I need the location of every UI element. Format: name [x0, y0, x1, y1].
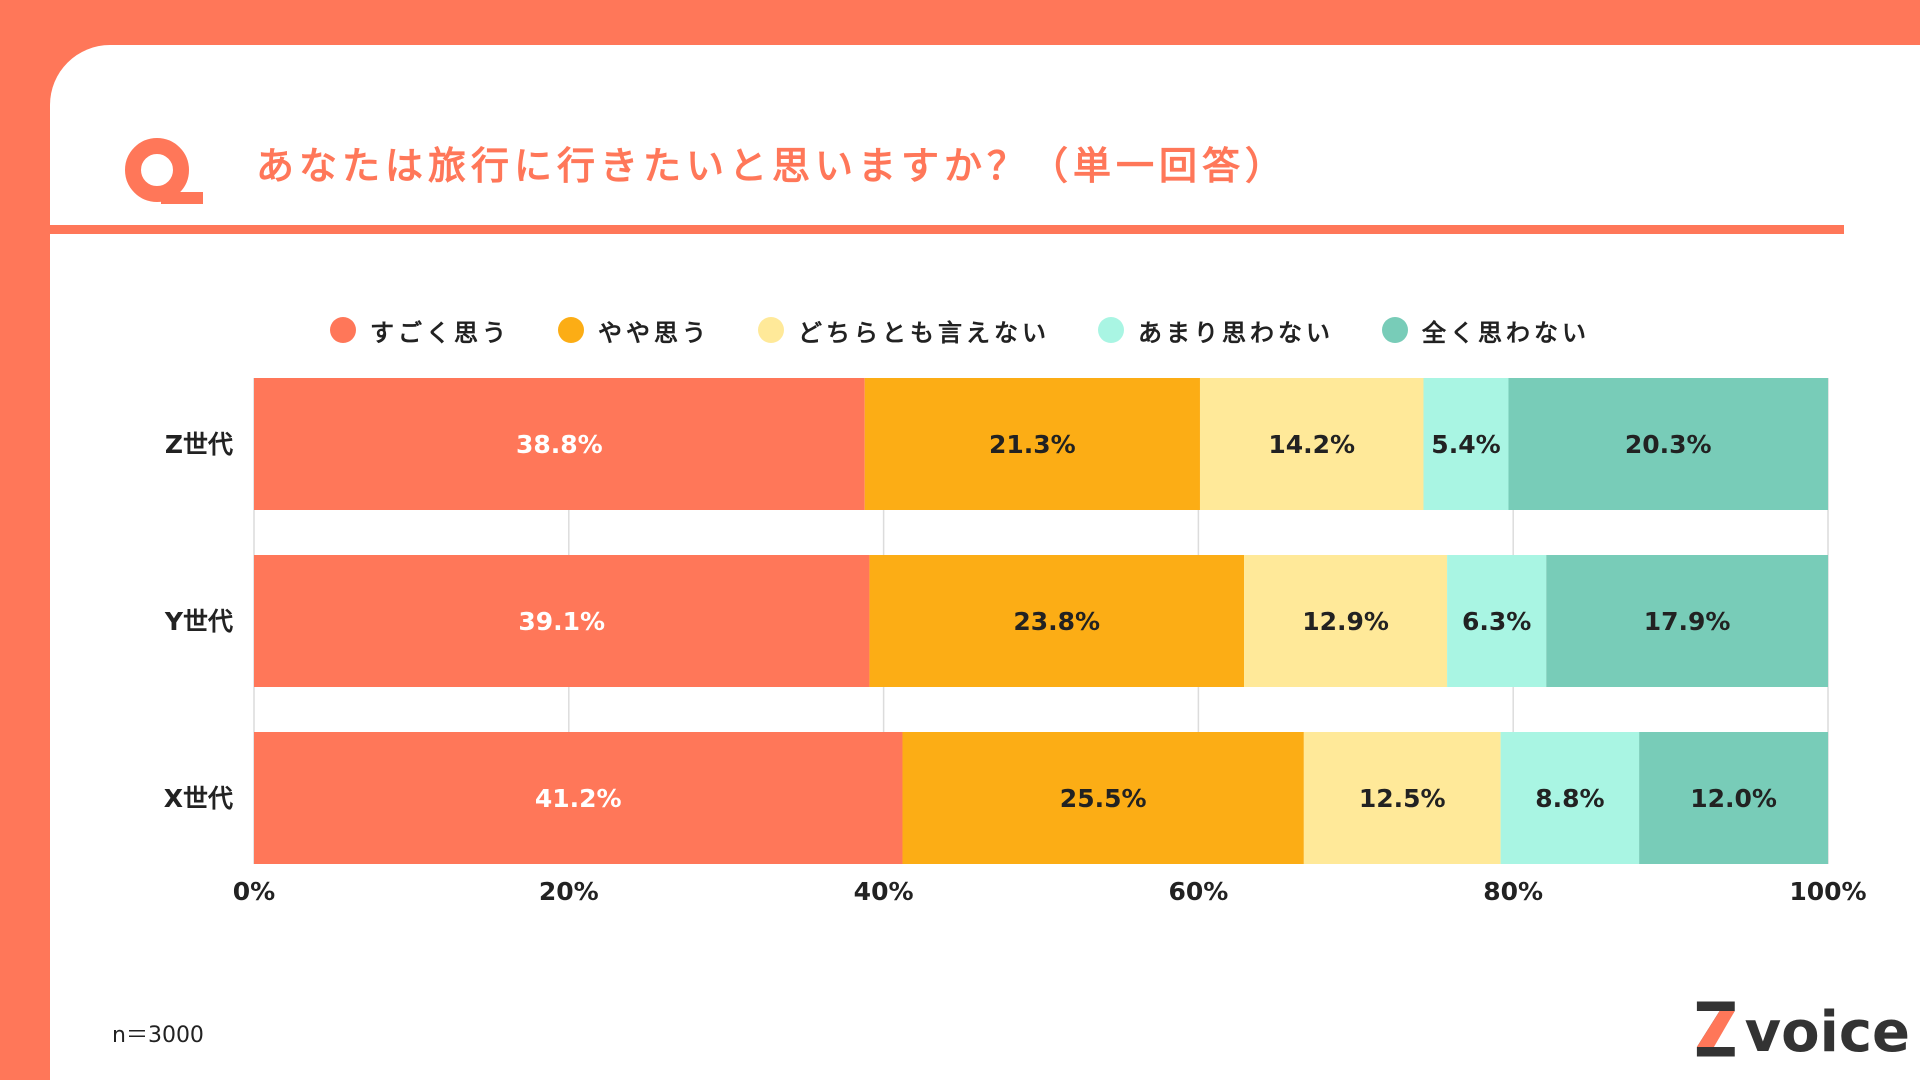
- bar-segment: [1423, 378, 1509, 510]
- legend-label: 全く思わない: [1422, 318, 1590, 347]
- chart-legend: すごく思う やや思う どちらとも言えない あまり思わない 全く思わない: [0, 310, 1920, 350]
- data-label: 38.8%: [516, 430, 603, 459]
- legend-label: やや思う: [598, 318, 710, 347]
- data-label: 12.0%: [1690, 784, 1777, 813]
- x-tick-label: 80%: [1483, 877, 1543, 906]
- legend-swatch: [330, 317, 356, 343]
- data-label: 12.5%: [1359, 784, 1446, 813]
- bar-segment: [254, 732, 903, 864]
- sample-size-note: n＝3000: [112, 1023, 204, 1048]
- data-label: 23.8%: [1013, 607, 1100, 636]
- bar-segment: [864, 378, 1200, 510]
- brand-logo: voice: [1695, 995, 1910, 1065]
- bar-segment: [1244, 555, 1448, 687]
- z-logo-icon: [1696, 1001, 1735, 1057]
- bar-segment: [869, 555, 1245, 687]
- x-tick-label: 60%: [1168, 877, 1228, 906]
- question-title: あなたは旅行に行きたいと思いますか？（単一回答）: [256, 144, 1289, 188]
- x-tick-label: 20%: [539, 877, 599, 906]
- legend-swatch: [1098, 317, 1124, 343]
- bar-segment: [1546, 555, 1828, 687]
- legend-item: あまり思わない: [1098, 313, 1334, 348]
- bar-segment: [254, 378, 865, 510]
- data-label: 17.9%: [1644, 607, 1731, 636]
- category-label: Z世代: [165, 430, 233, 459]
- x-tick-label: 40%: [854, 877, 914, 906]
- legend-item: どちらとも言えない: [758, 313, 1050, 348]
- x-tick-label: 0%: [233, 877, 275, 906]
- legend-swatch: [1382, 317, 1408, 343]
- data-label: 6.3%: [1462, 607, 1531, 636]
- legend-item: やや思う: [558, 313, 710, 348]
- legend-swatch: [558, 317, 584, 343]
- data-label: 5.4%: [1431, 430, 1500, 459]
- bar-segment: [1199, 378, 1424, 510]
- bar-segment: [902, 732, 1304, 864]
- legend-label: どちらとも言えない: [798, 318, 1050, 347]
- data-label: 12.9%: [1302, 607, 1389, 636]
- x-tick-label: 100%: [1789, 877, 1866, 906]
- data-label: 21.3%: [989, 430, 1076, 459]
- title-underline: [50, 225, 1844, 234]
- q-icon: [125, 138, 203, 204]
- bar-segment: [1303, 732, 1501, 864]
- legend-swatch: [758, 317, 784, 343]
- data-label: 14.2%: [1268, 430, 1355, 459]
- category-label: X世代: [164, 784, 233, 813]
- legend-item: すごく思う: [330, 313, 510, 348]
- bar-segment: [1447, 555, 1547, 687]
- data-label: 20.3%: [1625, 430, 1712, 459]
- legend-label: すごく思う: [370, 318, 510, 347]
- legend-item: 全く思わない: [1382, 313, 1590, 348]
- data-label: 25.5%: [1060, 784, 1147, 813]
- category-label: Y世代: [164, 607, 233, 636]
- bar-segment: [1500, 732, 1640, 864]
- legend-label: あまり思わない: [1138, 318, 1334, 347]
- bar-segment: [254, 555, 870, 687]
- bar-segment: [1639, 732, 1828, 864]
- brand-wordmark: voice: [1744, 1000, 1910, 1065]
- bar-segment: [1508, 378, 1828, 510]
- data-label: 41.2%: [535, 784, 622, 813]
- data-label: 39.1%: [518, 607, 605, 636]
- data-label: 8.8%: [1535, 784, 1604, 813]
